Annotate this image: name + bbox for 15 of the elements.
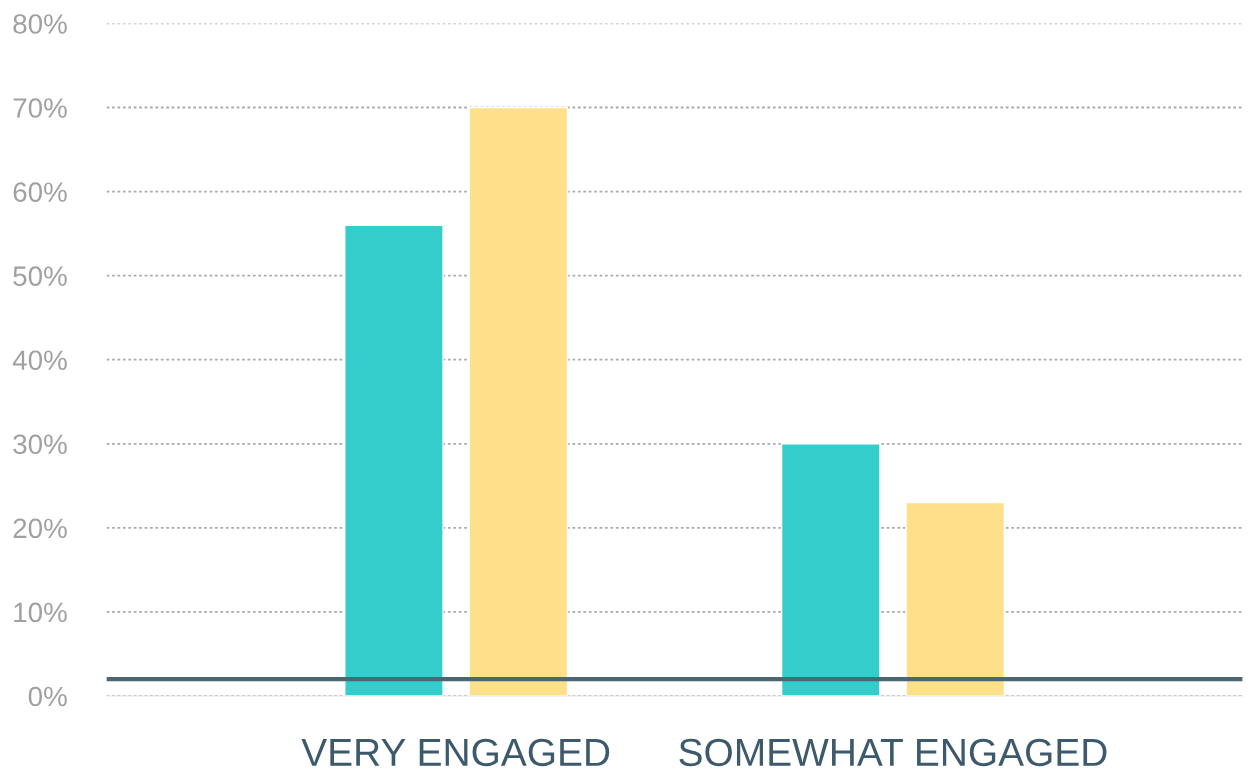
y-tick-label: 70% — [13, 98, 67, 118]
bar — [905, 501, 1006, 696]
x-tick-label: VERY ENGAGED — [301, 738, 610, 767]
x-tick-label: SOMEWHAT ENGAGED — [679, 738, 1107, 767]
y-tick-label: 30% — [13, 434, 67, 455]
bar — [468, 106, 569, 696]
bar — [344, 224, 444, 696]
y-tick-label: 50% — [13, 266, 67, 286]
y-tick-label: 60% — [13, 182, 67, 202]
y-tick-label: 20% — [13, 518, 67, 539]
y-tick-label: 0% — [28, 686, 67, 707]
y-tick-label: 40% — [12, 350, 67, 371]
bar — [780, 443, 881, 696]
y-tick-label: 10% — [14, 602, 67, 623]
y-tick-label: 80% — [13, 14, 67, 34]
